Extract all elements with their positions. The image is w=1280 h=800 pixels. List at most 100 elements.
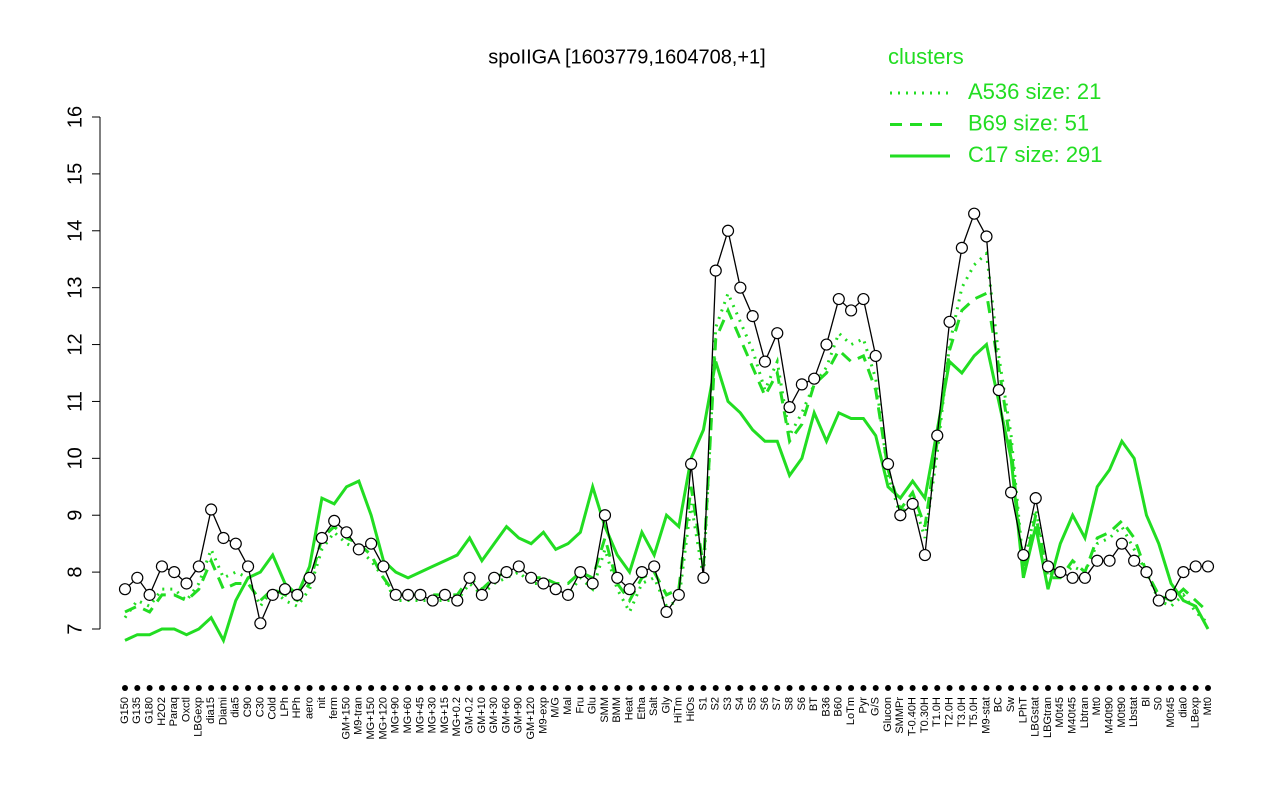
data-point (648, 560, 661, 573)
x-tick-label: Oxctl (180, 697, 192, 722)
x-rug (417, 685, 424, 691)
data-point (1054, 566, 1067, 579)
x-rug (1155, 685, 1162, 691)
data-point (857, 292, 870, 306)
x-rug (565, 685, 572, 691)
legend-title: clusters (888, 44, 964, 69)
data-point (672, 588, 685, 601)
data-point (881, 457, 895, 471)
x-rug (958, 685, 965, 691)
data-point (1189, 560, 1202, 573)
data-point (365, 537, 378, 550)
x-rug (355, 685, 362, 691)
x-rug (811, 685, 818, 691)
x-rug (749, 685, 756, 691)
cluster-line (124, 291, 1210, 614)
x-tick-label: BMM (611, 697, 623, 723)
x-rug (1180, 685, 1187, 691)
data-point (451, 594, 464, 607)
x-tick-label: Heat (623, 697, 635, 720)
x-tick-label: T0.30H (919, 697, 931, 733)
data-point (746, 310, 759, 323)
x-tick-label: M0t45 (1165, 697, 1177, 728)
x-tick-label: nit (316, 697, 328, 709)
x-rug (761, 685, 768, 691)
x-rug (614, 685, 621, 691)
x-rug (823, 685, 830, 691)
data-point (278, 583, 292, 596)
x-rug (540, 685, 547, 691)
data-point (377, 560, 390, 573)
x-tick-label: MG+45 (414, 697, 426, 733)
x-tick-label: GM+150 (340, 697, 352, 740)
data-point (623, 583, 636, 596)
x-rug (1032, 685, 1039, 691)
x-rug (934, 685, 941, 691)
data-point (906, 497, 919, 510)
x-tick-label: S6 (759, 697, 771, 710)
data-point (709, 264, 722, 277)
data-point (808, 372, 821, 385)
data-point (266, 588, 279, 601)
x-tick-label: MG+150 (365, 697, 377, 740)
x-tick-label: LBGstat (1030, 697, 1042, 737)
x-tick-label: Cold (267, 697, 279, 720)
x-rug (195, 685, 202, 691)
x-rug (897, 685, 904, 691)
y-tick-label: 14 (64, 220, 86, 242)
x-tick-label: Salt (648, 697, 660, 716)
data-point (340, 526, 353, 539)
x-tick-label: B36 (820, 697, 832, 717)
x-tick-label: dia5 (230, 697, 242, 718)
x-rug (712, 685, 719, 691)
x-rug (688, 685, 695, 691)
data-point (980, 230, 993, 243)
x-tick-label: HiTm (673, 697, 685, 723)
data-point (894, 509, 907, 522)
x-rug (343, 685, 350, 691)
x-rug (294, 685, 301, 691)
x-tick-label: S2 (710, 697, 722, 710)
data-point (500, 566, 513, 579)
data-point (1091, 554, 1104, 567)
y-tick-label: 16 (64, 106, 86, 128)
x-rug (269, 685, 276, 691)
data-point (1152, 594, 1165, 607)
cluster-line (123, 250, 1210, 625)
x-rug (392, 685, 399, 691)
x-rug (835, 685, 842, 691)
x-tick-label: M/G (550, 697, 562, 718)
x-rug (146, 685, 153, 691)
data-point (389, 588, 402, 601)
x-rug (306, 685, 313, 691)
x-rug (183, 685, 190, 691)
x-tick-label: S5 (747, 697, 759, 710)
x-rug (1106, 685, 1113, 691)
x-tick-label: LoTm (845, 697, 857, 725)
x-tick-label: MG+120 (377, 697, 389, 740)
x-tick-label: M9-stat (980, 697, 992, 734)
y-tick-label: 10 (64, 447, 86, 469)
data-point (795, 378, 808, 391)
x-rug (589, 685, 596, 691)
x-rug (1192, 685, 1199, 691)
x-rug (515, 685, 522, 691)
x-rug (122, 685, 128, 691)
x-rug (798, 685, 805, 691)
data-point (1128, 554, 1141, 567)
x-rug (528, 685, 535, 691)
x-tick-label: Mal (562, 697, 574, 715)
data-point (328, 514, 341, 528)
x-rug (380, 685, 387, 691)
data-point (426, 594, 439, 607)
x-tick-label: S3 (722, 697, 734, 710)
x-rug (663, 685, 670, 691)
x-rug (405, 685, 412, 691)
data-point (1201, 560, 1215, 573)
data-point (758, 355, 772, 368)
data-point (697, 571, 710, 584)
data-point (180, 577, 193, 590)
data-point (598, 509, 612, 522)
x-rug (478, 685, 485, 691)
